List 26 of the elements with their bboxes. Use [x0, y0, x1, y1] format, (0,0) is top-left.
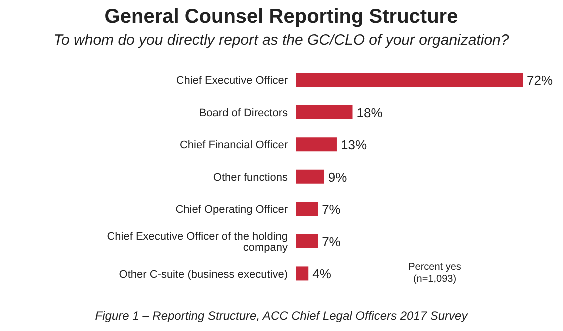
bar: [296, 73, 523, 87]
annotation: (n=1,093): [412, 274, 458, 285]
caption: Figure 1 – Reporting Structure, ACC Chief Legal Officers 2017 Survey: [94, 309, 470, 323]
y-tick-label: Chief Financial Officer: [180, 140, 288, 152]
data-label: 18%: [356, 105, 384, 120]
data-label: 7%: [322, 202, 342, 218]
y-tick-label: Chief Operating Officer: [176, 204, 288, 216]
y-tick-label: Chief Executive Officer: [176, 75, 288, 88]
chart-title: General Counsel Reporting Structure: [104, 6, 460, 29]
chart-subtitle: To whom do you directly report as the GC/CLO of your organization?: [52, 32, 510, 49]
data-label: 7%: [322, 234, 342, 250]
y-tick-label: Other functions: [213, 172, 288, 184]
y-tick-label: Board of Directors: [199, 107, 288, 120]
bar: [296, 234, 318, 248]
data-label: 4%: [312, 266, 332, 282]
bar: [296, 138, 337, 152]
annotation: Percent yes: [408, 262, 462, 273]
y-tick-label: Chief Executive Officer of the holding company: [107, 230, 288, 254]
data-label: 9%: [328, 170, 348, 185]
y-tick-label: Other C-suite (business executive): [119, 268, 288, 281]
bar: [296, 105, 353, 120]
bar: [296, 170, 324, 184]
bar: [296, 266, 309, 281]
data-label: 13%: [340, 138, 368, 153]
data-label: 72%: [527, 73, 554, 88]
bar: [296, 202, 318, 216]
